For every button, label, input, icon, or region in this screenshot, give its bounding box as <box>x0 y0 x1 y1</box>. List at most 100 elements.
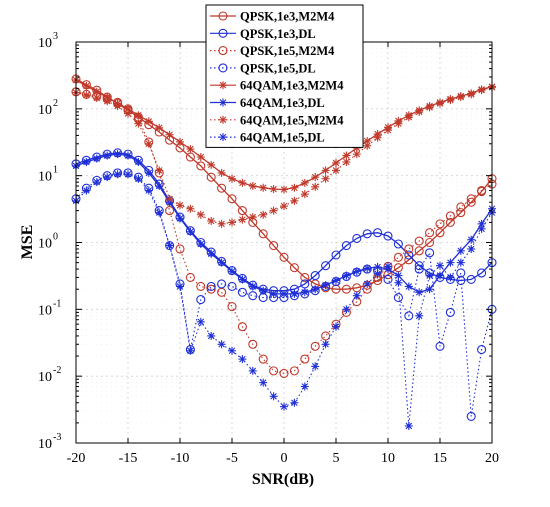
star-marker-stroke <box>395 120 402 127</box>
circle-marker <box>466 411 476 421</box>
y-tick-exponent: 3 <box>53 31 58 42</box>
circle-marker <box>227 302 237 312</box>
circle-marker <box>393 293 403 303</box>
legend-star-marker <box>219 98 227 107</box>
circle-marker <box>196 161 206 171</box>
star-marker-stroke <box>311 183 319 191</box>
legend-label: 64QAM,1e5,M2M4 <box>240 113 344 127</box>
star-marker <box>176 282 184 291</box>
star-marker-stroke <box>93 178 101 186</box>
circle-marker <box>404 311 414 321</box>
star-marker <box>290 289 299 298</box>
star-marker <box>300 178 309 187</box>
star-marker <box>186 204 195 213</box>
star-marker <box>415 107 424 116</box>
star-marker <box>321 281 330 290</box>
star-marker <box>144 168 153 177</box>
star-marker-stroke <box>93 88 101 96</box>
star-marker <box>290 398 299 407</box>
circle-marker <box>300 279 310 289</box>
circle-marker <box>237 322 247 332</box>
star-marker <box>342 305 351 314</box>
star-marker-stroke <box>155 209 163 216</box>
star-marker-stroke <box>415 312 423 320</box>
star-marker-stroke <box>478 220 485 228</box>
star-marker-stroke <box>353 292 361 299</box>
x-tick-label: -20 <box>67 451 86 466</box>
star-marker <box>394 119 403 128</box>
circle-marker <box>237 206 247 216</box>
star-marker <box>124 170 132 179</box>
star-marker-stroke <box>280 290 288 298</box>
circle-marker <box>341 284 351 294</box>
star-marker-stroke <box>384 126 392 134</box>
star-marker-stroke <box>135 158 142 166</box>
star-marker-stroke <box>374 263 381 271</box>
star-marker-stroke <box>426 104 433 111</box>
star-marker-stroke <box>124 152 132 159</box>
circle-marker <box>414 261 424 271</box>
star-marker <box>269 289 278 298</box>
circle-marker <box>477 345 487 355</box>
star-marker <box>467 235 476 244</box>
star-marker-stroke <box>228 268 236 275</box>
star-marker-stroke <box>239 276 246 283</box>
x-tick-label: 5 <box>333 451 340 466</box>
star-marker-stroke <box>322 167 329 174</box>
star-marker-stroke <box>478 225 485 233</box>
star-marker-stroke <box>270 393 277 400</box>
star-marker-stroke <box>447 274 454 281</box>
star-marker-stroke <box>249 182 257 190</box>
star-marker <box>134 158 143 167</box>
legend-entry-7: 64QAM,1e5,DL <box>210 131 325 145</box>
star-marker <box>280 202 288 211</box>
star-marker <box>165 241 174 250</box>
star-marker <box>477 224 486 233</box>
star-marker <box>394 271 403 280</box>
circle-marker <box>393 252 403 262</box>
star-marker <box>134 111 143 120</box>
circle-marker <box>300 354 310 364</box>
star-marker <box>342 158 351 167</box>
star-marker-stroke <box>124 105 132 113</box>
star-marker-stroke <box>467 236 475 244</box>
star-marker-stroke <box>219 116 227 124</box>
series-line <box>75 86 493 225</box>
star-marker-stroke <box>197 153 205 161</box>
star-marker-stroke <box>301 383 309 390</box>
legend-box <box>205 4 364 148</box>
star-marker <box>165 194 174 203</box>
star-marker <box>373 262 382 271</box>
star-marker-stroke <box>228 347 236 355</box>
star-marker <box>332 158 340 167</box>
circle-marker <box>269 366 279 376</box>
star-marker-stroke <box>145 169 153 177</box>
star-marker <box>352 267 361 276</box>
star-marker-stroke <box>447 96 454 104</box>
star-marker <box>228 346 236 355</box>
circle-marker <box>248 339 258 349</box>
star-marker <box>477 86 486 95</box>
star-marker-stroke <box>457 247 465 255</box>
star-marker <box>259 286 268 295</box>
star-marker-stroke <box>93 94 101 102</box>
star-marker-stroke <box>155 124 163 132</box>
star-marker-stroke <box>467 245 475 253</box>
star-marker-stroke <box>207 161 215 169</box>
star-marker <box>176 214 184 223</box>
star-marker <box>332 322 340 331</box>
star-marker-stroke <box>291 290 298 298</box>
x-tick-label: 15 <box>433 451 447 466</box>
star-marker <box>207 331 216 340</box>
circle-marker <box>248 291 258 301</box>
circle-marker <box>477 268 487 278</box>
star-marker <box>207 216 216 225</box>
star-marker-stroke <box>311 173 319 181</box>
circle-marker <box>414 246 424 256</box>
circle-marker <box>435 219 445 229</box>
star-marker <box>228 174 236 183</box>
star-marker <box>311 285 320 294</box>
star-marker-stroke <box>426 285 433 293</box>
star-marker <box>217 168 226 177</box>
